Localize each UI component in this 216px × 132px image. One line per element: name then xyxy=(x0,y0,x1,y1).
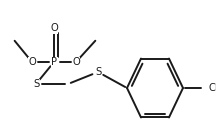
Text: O: O xyxy=(72,57,80,67)
Text: S: S xyxy=(95,67,101,77)
Text: S: S xyxy=(33,79,39,89)
Text: P: P xyxy=(51,57,57,67)
Text: O: O xyxy=(28,57,36,67)
Text: Cl: Cl xyxy=(208,83,216,93)
Text: O: O xyxy=(50,23,58,33)
